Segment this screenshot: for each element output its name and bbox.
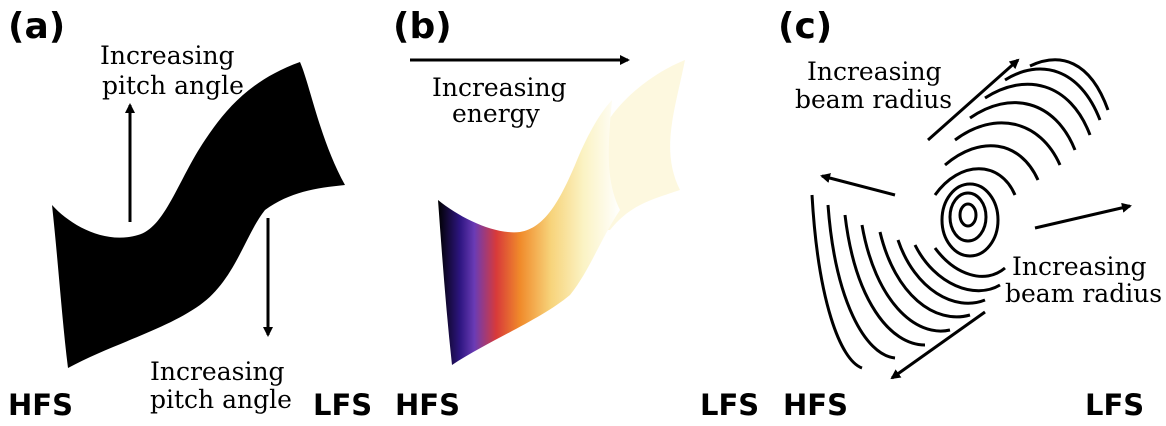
beam-radius-arrow-upper-right [927,58,1020,142]
panel-a-hfs-label: HFS [8,388,73,422]
panel-c: (c) Increasing beam radius In [778,6,1162,422]
beam-arc-upper-5 [984,82,1092,136]
beam-arc-lower-3 [896,239,986,305]
beam-radius-lower-line1: Increasing [1012,252,1147,281]
energy-annotation-line1: Increasing [432,73,567,102]
beam-arc-lower-1 [933,247,1006,278]
panel-c-label: (c) [778,6,832,47]
beam-arc-upper-3 [954,121,1062,166]
pitch-angle-down-line1: Increasing [150,357,285,386]
panel-c-hfs-label: HFS [783,388,848,422]
beam-arc-upper-6 [1004,67,1102,121]
beam-arc-lower-6 [843,214,926,347]
beam-radius-upper-line2: beam radius [795,85,952,114]
beam-arc-upper-2 [944,144,1040,181]
beam-arc-upper-4 [969,101,1077,151]
beam-arc-upper-1 [933,167,1017,196]
beam-arc-lower-7 [826,204,896,360]
beam-arc-upper-7 [1029,58,1110,111]
panel-a-lfs-label: LFS [313,388,372,422]
beam-ring-2 [940,182,1000,258]
panel-a: (a) Increasing pitch angle Increasing pi… [8,6,372,422]
beam-radius-lower-line2: beam radius [1005,279,1162,308]
panel-a-label: (a) [8,6,65,47]
panel-b-label: (b) [393,6,452,47]
beam-ring-1 [948,191,988,243]
panel-b-lfs-label: LFS [700,388,759,422]
beam-arc-lower-2 [913,244,1001,293]
panel-b-hfs-label: HFS [395,388,460,422]
beam-radius-arrow-lower-left [890,310,986,380]
beam-arc-lower-4 [878,231,971,319]
beam-radius-arrow-lower-right [1034,202,1132,230]
beam-arc-lower-8 [810,194,863,370]
pitch-angle-distribution-shape [52,62,345,368]
beam-radius-arrow-upper-left [820,173,896,197]
pitch-angle-down-line2: pitch angle [150,385,292,414]
energy-distribution-shape [438,100,620,365]
pitch-angle-up-line2: pitch angle [102,71,244,100]
beam-radius-upper-line1: Increasing [807,57,942,86]
pitch-angle-up-line1: Increasing [100,41,235,70]
beam-rings [810,58,1110,370]
beam-arc-lower-5 [860,224,951,333]
panel-c-lfs-label: LFS [1085,388,1144,422]
beam-ring-center [958,202,978,228]
panel-b: (b) Increasing energy HFS LFS [393,6,759,422]
energy-annotation-line2: energy [452,99,541,128]
